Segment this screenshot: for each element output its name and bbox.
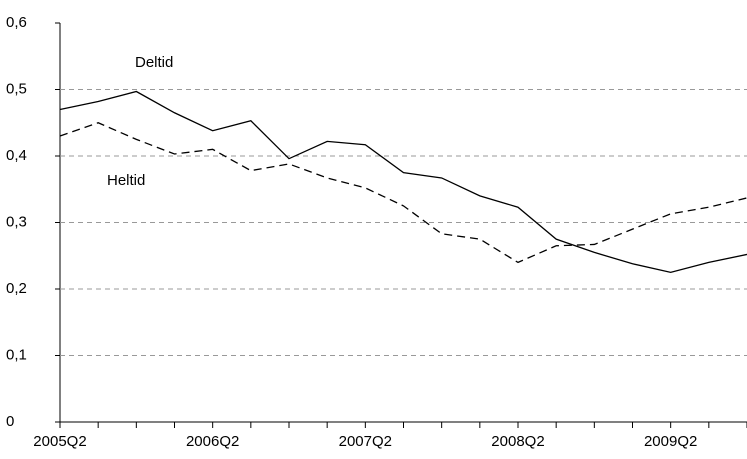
x-tick-label: 2009Q2 [644,433,697,450]
y-tick-label: 0,1 [6,346,27,363]
x-tick-label: 2006Q2 [186,433,239,450]
y-tick-label: 0,6 [6,14,27,31]
series-line [59,90,747,274]
x-tick-label: 2007Q2 [339,433,392,450]
y-tick-label: 0,5 [6,80,27,97]
series-label: Heltid [107,172,145,189]
x-tick-label: 2005Q2 [33,433,86,450]
series-label: Deltid [135,54,173,71]
series-line [59,122,747,264]
y-tick-label: 0,4 [6,147,27,164]
y-tick-label: 0,2 [6,280,27,297]
x-tick-label: 2008Q2 [491,433,544,450]
y-tick-label: 0,3 [6,213,27,230]
y-tick-label: 0 [6,413,14,430]
